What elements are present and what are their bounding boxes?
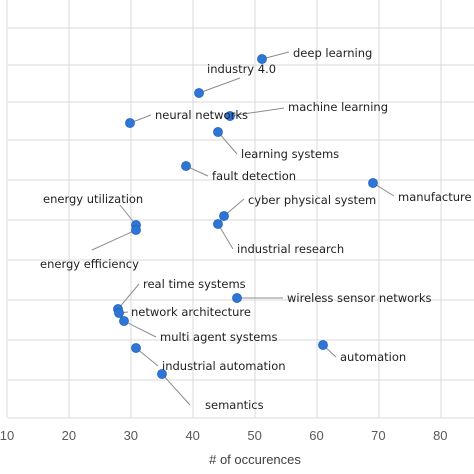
point-label-energy-utilization: energy utilization [43, 192, 143, 206]
x-tick-label: 30 [124, 428, 138, 443]
data-point-semantics [157, 369, 167, 379]
point-label-manufacture: manufacture [398, 190, 472, 204]
data-point-machine-learning [225, 111, 235, 121]
x-tick-label: 60 [309, 428, 323, 443]
data-point-learning-systems [213, 127, 223, 137]
leader-line-real-time-systems [117, 283, 140, 310]
point-label-learning-systems: learning systems [241, 147, 339, 161]
leader-line-machine-learning [229, 107, 285, 117]
leader-line-energy-efficiency [91, 229, 137, 251]
data-point-industrial-research [213, 219, 223, 229]
point-label-industrial-research: industrial research [237, 242, 344, 256]
x-tick-label: 80 [433, 428, 447, 443]
data-point-fault-detection [181, 161, 191, 171]
data-point-wireless-sensor-networks [232, 293, 242, 303]
x-axis-label: # of occurences [209, 452, 301, 467]
data-point-deep-learning [257, 54, 267, 64]
leader-line-industry-4-0 [198, 77, 241, 94]
x-tick-label: 10 [0, 428, 14, 443]
point-label-energy-efficiency: energy efficiency [40, 257, 139, 271]
data-point-cyber-physical-system [219, 211, 229, 221]
x-tick-label: 40 [185, 428, 199, 443]
point-label-network-architecture: network architecture [131, 305, 251, 319]
leader-line-semantics [161, 373, 191, 406]
point-label-fault-detection: fault detection [212, 169, 296, 183]
point-label-deep-learning: deep learning [293, 46, 372, 60]
data-point-industry-4-0 [194, 88, 204, 98]
data-point-network-architecture [114, 308, 124, 318]
point-label-industrial-automation: industrial automation [162, 359, 286, 373]
point-label-wireless-sensor-networks: wireless sensor networks [287, 291, 432, 305]
point-label-industry-4-0: industry 4.0 [207, 62, 276, 76]
point-labels: deep learning industry 4.0 neural networks… [40, 46, 472, 412]
point-label-machine-learning: machine learning [288, 100, 388, 114]
point-label-neural-networks: neural networks [155, 108, 248, 122]
x-tick-label: 20 [62, 428, 76, 443]
point-label-cyber-physical-system: cyber physical system [248, 193, 376, 207]
leader-line-multi-agent-systems [123, 320, 157, 338]
data-point-multi-agent-systems [119, 316, 129, 326]
data-point-automation [318, 340, 328, 350]
point-label-semantics: semantics [205, 398, 264, 412]
point-label-automation: automation [340, 350, 406, 364]
x-tick-labels: 10 20 30 40 50 60 70 80 [0, 428, 448, 443]
data-point-neural-networks [125, 118, 135, 128]
data-point-energy-efficiency [131, 225, 141, 235]
data-point-manufacture [368, 178, 378, 188]
x-tick-label: 50 [247, 428, 261, 443]
x-tick-label: 70 [371, 428, 385, 443]
grid-layer [6, 0, 474, 419]
data-points [113, 54, 378, 379]
data-point-industrial-automation [131, 343, 141, 353]
point-label-real-time-systems: real time systems [143, 277, 246, 291]
point-label-multi-agent-systems: multi agent systems [160, 330, 278, 344]
